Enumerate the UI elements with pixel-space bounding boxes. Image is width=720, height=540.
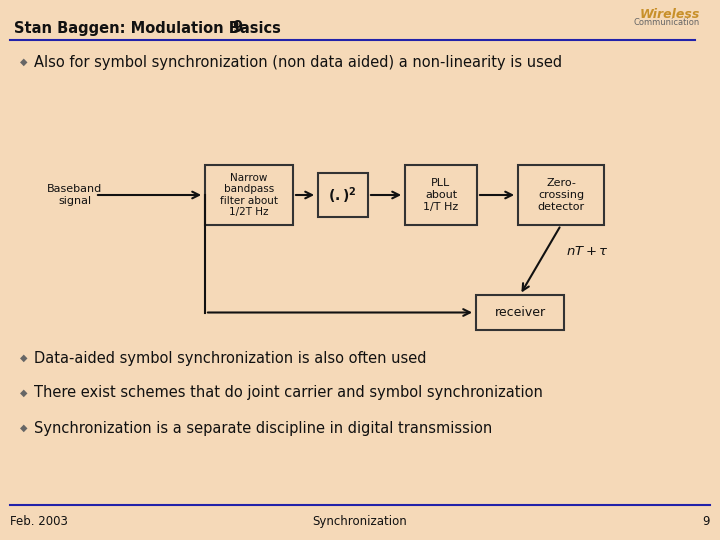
Text: Zero-
crossing
detector: Zero- crossing detector [537,178,585,212]
Text: PLL
about
1/T Hz: PLL about 1/T Hz [423,178,459,212]
Text: Synchronization: Synchronization [312,515,408,528]
Text: Synchronization is a separate discipline in digital transmission: Synchronization is a separate discipline… [34,421,492,435]
Text: receiver: receiver [495,306,546,319]
Text: Stan Baggen: Modulation Basics: Stan Baggen: Modulation Basics [14,21,281,36]
Bar [476,295,564,330]
Text: 9: 9 [703,515,710,528]
Text: Also for symbol synchronization (non data aided) a non-linearity is used: Also for symbol synchronization (non dat… [34,55,562,70]
Text: Baseband
signal: Baseband signal [48,184,103,206]
Text: ◆: ◆ [20,57,27,67]
Bar [405,165,477,225]
Text: Data-aided symbol synchronization is also often used: Data-aided symbol synchronization is als… [34,350,426,366]
Text: There exist schemes that do joint carrier and symbol synchronization: There exist schemes that do joint carrie… [34,386,543,401]
Text: 9: 9 [232,21,242,36]
Text: Feb. 2003: Feb. 2003 [10,515,68,528]
Text: Narrow
bandpass
filter about
1/2T Hz: Narrow bandpass filter about 1/2T Hz [220,173,278,218]
Text: $nT + \tau$: $nT + \tau$ [566,245,609,258]
Bar [518,165,604,225]
Text: ◆: ◆ [20,423,27,433]
Text: ◆: ◆ [20,353,27,363]
Text: Communication: Communication [634,18,700,27]
Text: $\mathbf{(.)}^{\mathbf{2}}$: $\mathbf{(.)}^{\mathbf{2}}$ [328,186,356,206]
Text: ◆: ◆ [20,388,27,398]
Text: Wireless: Wireless [639,8,700,21]
Bar [318,173,368,217]
Bar [205,165,293,225]
